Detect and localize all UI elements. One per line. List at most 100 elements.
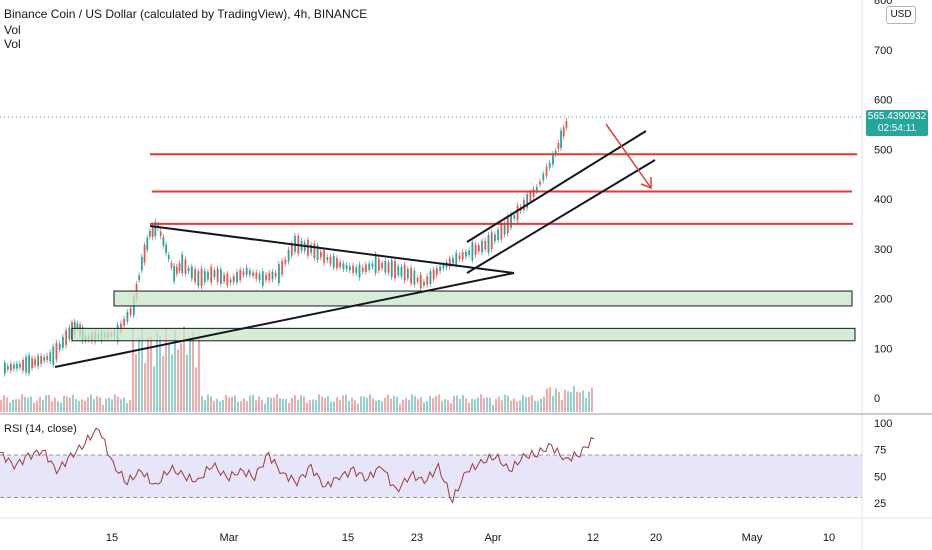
candle-body <box>268 272 271 281</box>
volume-bar <box>453 395 455 412</box>
candle-body <box>165 244 167 253</box>
candle-body <box>187 268 190 272</box>
candle-body <box>487 234 490 253</box>
candle-body <box>342 263 345 269</box>
candle-body <box>361 267 364 272</box>
support-zone <box>113 290 853 307</box>
candle-body <box>203 271 206 283</box>
candle-body <box>410 267 413 284</box>
candle-body <box>31 358 34 368</box>
candle-body <box>236 271 238 283</box>
candle-body <box>429 271 432 284</box>
candle-body <box>474 244 477 255</box>
candle-body <box>175 266 178 274</box>
candle-body <box>220 269 222 284</box>
price-tag: 565.4390932 02:54:11 <box>866 110 928 136</box>
volume-bar <box>39 396 41 412</box>
candle-body <box>471 242 474 261</box>
volume-bar <box>87 396 89 412</box>
volume-bar <box>303 396 305 412</box>
volume-bar <box>315 399 317 412</box>
volume-bar <box>393 396 395 412</box>
candle-body <box>159 231 162 237</box>
candle-body <box>194 269 197 282</box>
volume-bar <box>396 396 398 412</box>
volume-bar <box>204 399 206 412</box>
rsi-axis-tick: 25 <box>874 498 886 510</box>
candle-body <box>184 259 187 274</box>
candle-body <box>490 232 493 250</box>
candle-body <box>368 263 371 270</box>
candle-body <box>52 346 55 365</box>
volume-bar <box>48 394 50 412</box>
volume-bar <box>72 394 74 412</box>
candle-body <box>43 357 46 361</box>
volume-bar <box>579 392 581 412</box>
price-axis-tick: 500 <box>874 144 892 156</box>
volume-bar <box>297 399 299 412</box>
volume-bar <box>438 394 440 412</box>
volume-bar <box>177 349 179 412</box>
candle-body <box>154 221 157 236</box>
candle-body <box>55 342 58 360</box>
price-axis-tick: 600 <box>874 95 892 107</box>
candle-body <box>345 265 348 270</box>
volume-bar <box>540 398 542 412</box>
volume-bar <box>180 343 182 412</box>
candle-body <box>461 252 464 260</box>
candle-body <box>274 272 277 277</box>
volume-bar <box>552 395 554 412</box>
volume-bar <box>114 394 116 412</box>
candle-body <box>143 244 146 263</box>
candle-body <box>261 271 264 286</box>
volume-bar <box>582 390 584 412</box>
candle-body <box>565 120 568 128</box>
candle-body <box>207 271 209 280</box>
candle-body <box>290 244 293 256</box>
candle-body <box>255 272 258 279</box>
volume-bar <box>534 400 536 412</box>
volume-bar <box>195 367 197 412</box>
volume-bar <box>510 400 512 412</box>
candle-body <box>452 257 454 264</box>
volume-bar <box>366 398 368 412</box>
volume-bar <box>159 335 161 412</box>
currency-button[interactable]: USD <box>886 6 916 24</box>
candle-body <box>123 318 126 326</box>
volume-bar <box>0 400 2 412</box>
volume-bar <box>507 395 509 412</box>
volume-bar <box>489 397 491 412</box>
pennant-upper-trendline <box>149 225 515 274</box>
volume-bar <box>564 389 566 412</box>
rsi-indicator-label[interactable]: RSI (14, close) <box>4 423 77 435</box>
volume-bar <box>90 394 92 412</box>
volume-bar <box>285 399 287 412</box>
volume-indicator-label[interactable]: Vol <box>4 23 21 37</box>
volume-bar <box>27 397 29 412</box>
candle-body <box>371 263 374 267</box>
volume-bar <box>318 394 320 412</box>
volume-bar <box>129 400 131 412</box>
candle-body <box>336 258 338 269</box>
time-axis-tick: 15 <box>106 532 118 544</box>
candle-body <box>28 355 30 374</box>
candle-body <box>542 173 545 181</box>
volume-bar <box>117 396 119 412</box>
candle-body <box>548 162 551 168</box>
volume-indicator-label-2[interactable]: Vol <box>4 37 21 51</box>
volume-bar <box>69 397 71 412</box>
candle-body <box>245 267 248 275</box>
channel-lower-line <box>466 159 656 274</box>
candle-body <box>535 187 538 191</box>
candle-body <box>62 336 64 348</box>
volume-bar <box>291 397 293 412</box>
volume-bar <box>237 401 239 412</box>
volume-bar <box>330 401 332 412</box>
candle-body <box>455 252 458 265</box>
candle-body <box>19 363 21 368</box>
volume-bar <box>591 387 593 412</box>
volume-bar <box>558 391 560 412</box>
candle-body <box>170 263 173 268</box>
volume-bar <box>561 399 563 412</box>
